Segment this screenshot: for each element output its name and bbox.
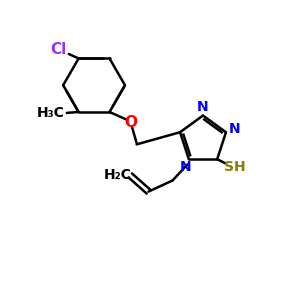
Text: H₂C: H₂C [104,168,132,182]
Text: N: N [197,100,209,114]
Text: Cl: Cl [50,42,66,57]
Text: SH: SH [224,160,246,174]
Text: H₃C: H₃C [37,106,64,121]
Text: N: N [180,160,192,175]
Text: O: O [124,115,137,130]
Text: N: N [228,122,240,136]
